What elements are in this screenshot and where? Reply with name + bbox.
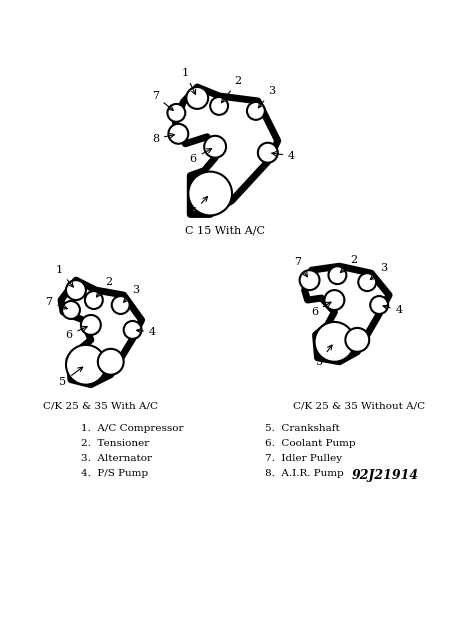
Text: 8.  A.I.R. Pump: 8. A.I.R. Pump <box>265 469 344 478</box>
Text: 5: 5 <box>316 345 332 367</box>
Text: 4: 4 <box>137 327 156 337</box>
Text: 6.  Coolant Pump: 6. Coolant Pump <box>265 440 356 448</box>
Text: 2: 2 <box>340 255 358 273</box>
Circle shape <box>85 291 103 309</box>
Text: 5: 5 <box>59 367 82 387</box>
Text: 4.  P/S Pump: 4. P/S Pump <box>81 469 148 478</box>
Text: C/K 25 & 35 With A/C: C/K 25 & 35 With A/C <box>43 402 158 410</box>
Circle shape <box>325 290 345 310</box>
Circle shape <box>315 322 354 361</box>
Text: 6: 6 <box>311 302 331 317</box>
Text: 1.  A/C Compressor: 1. A/C Compressor <box>81 425 183 433</box>
Circle shape <box>62 301 80 319</box>
Text: C/K 25 & 35 Without A/C: C/K 25 & 35 Without A/C <box>293 402 425 410</box>
Circle shape <box>98 349 124 374</box>
Circle shape <box>358 273 376 291</box>
Circle shape <box>370 296 388 314</box>
Text: 8: 8 <box>152 133 174 144</box>
Text: 5: 5 <box>190 197 208 218</box>
Circle shape <box>258 143 278 162</box>
Circle shape <box>247 102 265 120</box>
Text: C 15 With A/C: C 15 With A/C <box>185 226 265 236</box>
Text: 7: 7 <box>294 257 307 277</box>
Circle shape <box>346 328 369 352</box>
Circle shape <box>124 321 142 339</box>
Text: 7.  Idler Pulley: 7. Idler Pulley <box>265 454 342 463</box>
Text: 2: 2 <box>221 76 242 103</box>
Circle shape <box>81 315 101 335</box>
Circle shape <box>188 172 232 215</box>
Text: 2: 2 <box>96 277 112 297</box>
Text: 7: 7 <box>46 297 67 309</box>
Text: 1: 1 <box>182 68 196 94</box>
Text: 2.  Tensioner: 2. Tensioner <box>81 440 149 448</box>
Text: 3: 3 <box>370 263 388 280</box>
Text: 3.  Alternator: 3. Alternator <box>81 454 152 463</box>
Text: 6: 6 <box>190 149 211 164</box>
Circle shape <box>66 280 86 300</box>
Text: 3: 3 <box>124 285 139 302</box>
Circle shape <box>186 87 208 109</box>
Circle shape <box>167 104 185 122</box>
Text: 4: 4 <box>383 305 402 315</box>
Circle shape <box>168 124 188 144</box>
Circle shape <box>328 266 346 284</box>
Circle shape <box>66 345 106 384</box>
Text: 6: 6 <box>65 326 87 340</box>
Circle shape <box>210 97 228 115</box>
Text: 3: 3 <box>258 86 275 108</box>
Text: 4: 4 <box>272 151 295 161</box>
Circle shape <box>112 296 129 314</box>
Circle shape <box>204 136 226 157</box>
Text: 5.  Crankshaft: 5. Crankshaft <box>265 425 339 433</box>
Text: 1: 1 <box>55 265 73 287</box>
Text: 92J21914: 92J21914 <box>352 469 419 482</box>
Circle shape <box>300 270 319 290</box>
Text: 7: 7 <box>152 91 173 110</box>
